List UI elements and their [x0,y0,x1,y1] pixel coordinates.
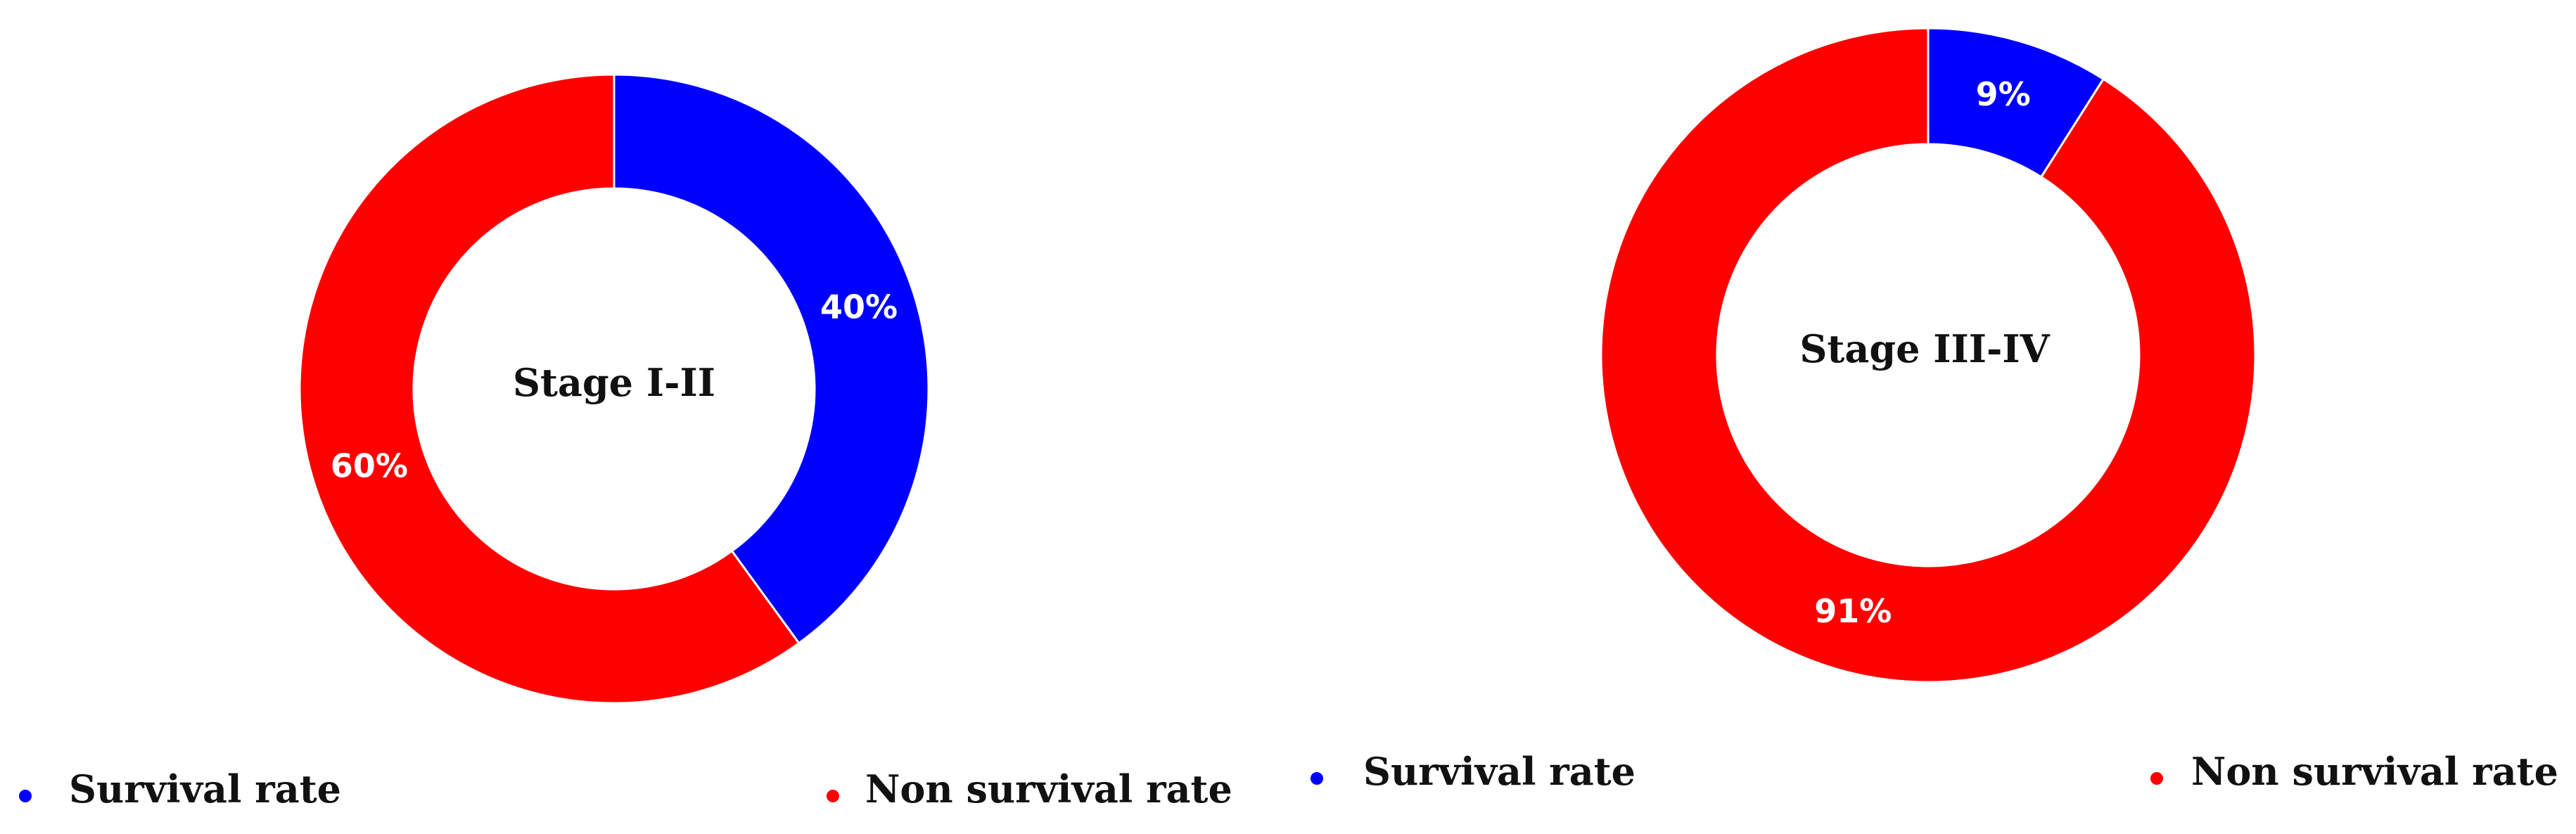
donut-slice-survival [613,73,930,645]
chart-center-label-stage-i-ii: Stage I-II [513,360,715,405]
legend-marker-survival [1311,772,1323,785]
slice-value-label-non-survival: 91% [1814,592,1892,630]
donut-slices-stage-i-ii [298,73,930,705]
slice-value-label-non-survival: 60% [331,447,408,485]
slice-labels-stage-iii-iv: 9% 91% [1814,75,2031,630]
donut-chart-stage-i-ii: 40% 60% Stage I-II Survival rate Non surv… [19,73,1232,811]
legend-marker-survival [19,790,32,802]
slice-labels-stage-i-ii: 40% 60% [331,288,898,485]
legend-label-survival: Survival rate [69,766,341,811]
legend-stage-iii-iv: Survival rate Non survival rate [1311,749,2558,794]
legend-marker-non-survival [2150,772,2163,785]
chart-center-label-stage-iii-iv: Stage III-IV [1799,326,2050,371]
donut-chart-stage-iii-iv: 9% 91% Stage III-IV Survival rate Non sur… [1311,27,2558,794]
legend-label-non-survival: Non survival rate [865,766,1232,811]
slice-value-label-survival: 9% [1976,75,2031,113]
slice-value-label-survival: 40% [820,288,898,326]
donut-slices-stage-iii-iv [1600,27,2257,684]
donut-slice-non-survival [1600,27,2257,684]
legend-marker-non-survival [827,790,839,802]
legend-label-survival: Survival rate [1363,749,1635,794]
legend-label-non-survival: Non survival rate [2191,749,2558,794]
donut-slice-non-survival [298,73,801,705]
legend-stage-i-ii: Survival rate Non survival rate [19,766,1232,811]
